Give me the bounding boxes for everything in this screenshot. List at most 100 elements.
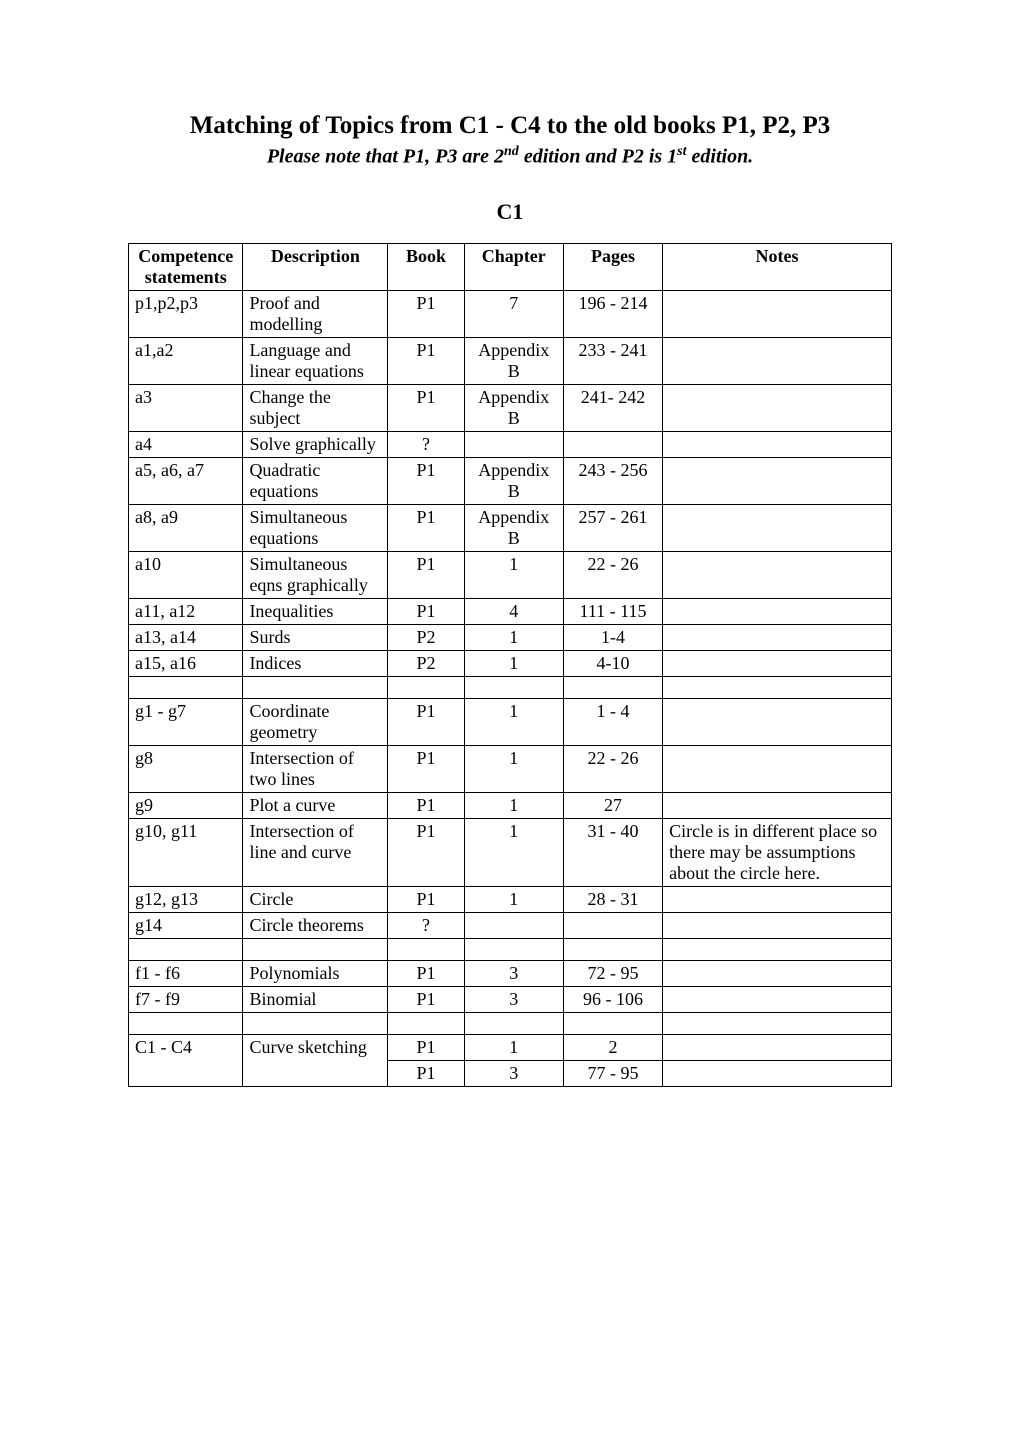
cell-notes: Circle is in different place so there ma…	[663, 818, 892, 886]
cell-notes	[663, 886, 892, 912]
table-row: a1,a2Language and linear equationsP1Appe…	[129, 337, 892, 384]
cell-competence: a4	[129, 431, 243, 457]
table-row: f1 - f6PolynomialsP1372 - 95	[129, 960, 892, 986]
cell-competence: g14	[129, 912, 243, 938]
cell-pages: 22 - 26	[563, 551, 662, 598]
cell-chapter: Appendix B	[464, 457, 563, 504]
cell-book: P1	[388, 818, 464, 886]
cell-competence: g10, g11	[129, 818, 243, 886]
table-row: a15, a16IndicesP214-10	[129, 650, 892, 676]
empty-cell	[129, 1012, 243, 1034]
table-row-empty	[129, 938, 892, 960]
empty-cell	[663, 938, 892, 960]
cell-competence: a15, a16	[129, 650, 243, 676]
cell-pages: 4-10	[563, 650, 662, 676]
cell-pages: 72 - 95	[563, 960, 662, 986]
cell-notes	[663, 912, 892, 938]
empty-cell	[243, 1012, 388, 1034]
cell-description: Language and linear equations	[243, 337, 388, 384]
cell-pages: 257 - 261	[563, 504, 662, 551]
table-row: a11, a12InequalitiesP14111 - 115	[129, 598, 892, 624]
cell-notes	[663, 337, 892, 384]
cell-pages: 243 - 256	[563, 457, 662, 504]
table-row: a5, a6, a7Quadratic equationsP1Appendix …	[129, 457, 892, 504]
cell-competence: f7 - f9	[129, 986, 243, 1012]
cell-chapter: 3	[464, 960, 563, 986]
cell-chapter: 7	[464, 290, 563, 337]
cell-chapter: 3	[464, 1060, 563, 1086]
table-row-empty	[129, 1012, 892, 1034]
section-heading: C1	[128, 199, 892, 225]
cell-chapter: 3	[464, 986, 563, 1012]
empty-cell	[464, 938, 563, 960]
cell-competence: a3	[129, 384, 243, 431]
cell-book: P1	[388, 384, 464, 431]
table-row: p1,p2,p3Proof and modellingP17196 - 214	[129, 290, 892, 337]
cell-pages: 96 - 106	[563, 986, 662, 1012]
cell-description: Surds	[243, 624, 388, 650]
empty-cell	[563, 938, 662, 960]
cell-competence: f1 - f6	[129, 960, 243, 986]
cell-pages: 28 - 31	[563, 886, 662, 912]
table-row: f7 - f9BinomialP1396 - 106	[129, 986, 892, 1012]
cell-description: Polynomials	[243, 960, 388, 986]
cell-competence: g1 - g7	[129, 698, 243, 745]
cell-description: Intersection of two lines	[243, 745, 388, 792]
cell-book: P1	[388, 598, 464, 624]
cell-book: P2	[388, 624, 464, 650]
cell-competence: a10	[129, 551, 243, 598]
cell-pages: 233 - 241	[563, 337, 662, 384]
empty-cell	[388, 1012, 464, 1034]
cell-notes	[663, 745, 892, 792]
cell-book: P1	[388, 457, 464, 504]
empty-cell	[464, 676, 563, 698]
cell-pages	[563, 912, 662, 938]
cell-description: Quadratic equations	[243, 457, 388, 504]
cell-book: P1	[388, 960, 464, 986]
cell-description: Binomial	[243, 986, 388, 1012]
cell-notes	[663, 457, 892, 504]
cell-chapter: 1	[464, 818, 563, 886]
cell-description: Simultaneous equations	[243, 504, 388, 551]
header-chapter: Chapter	[464, 243, 563, 290]
cell-description: Intersection of line and curve	[243, 818, 388, 886]
empty-cell	[464, 1012, 563, 1034]
table-row: a8, a9Simultaneous equationsP1Appendix B…	[129, 504, 892, 551]
cell-book: P1	[388, 337, 464, 384]
table-row: a4Solve graphically?	[129, 431, 892, 457]
cell-description: Curve sketching	[243, 1034, 388, 1086]
table-row: g14Circle theorems?	[129, 912, 892, 938]
table-row: g10, g11Intersection of line and curveP1…	[129, 818, 892, 886]
table-row: g12, g13CircleP1128 - 31	[129, 886, 892, 912]
cell-book: P1	[388, 986, 464, 1012]
cell-chapter: 1	[464, 698, 563, 745]
cell-description: Solve graphically	[243, 431, 388, 457]
cell-description: Indices	[243, 650, 388, 676]
cell-competence: a11, a12	[129, 598, 243, 624]
header-notes: Notes	[663, 243, 892, 290]
cell-chapter: 1	[464, 745, 563, 792]
cell-book: ?	[388, 431, 464, 457]
cell-book: P1	[388, 886, 464, 912]
header-book: Book	[388, 243, 464, 290]
cell-competence: g12, g13	[129, 886, 243, 912]
cell-notes	[663, 431, 892, 457]
cell-book: P1	[388, 551, 464, 598]
cell-competence: a8, a9	[129, 504, 243, 551]
cell-pages: 196 - 214	[563, 290, 662, 337]
empty-cell	[243, 676, 388, 698]
table-row: g8Intersection of two linesP1122 - 26	[129, 745, 892, 792]
cell-chapter: 1	[464, 1034, 563, 1060]
cell-chapter	[464, 912, 563, 938]
topics-table: Competencestatements Description Book Ch…	[128, 243, 892, 1087]
cell-notes	[663, 598, 892, 624]
cell-book: P1	[388, 1060, 464, 1086]
cell-chapter	[464, 431, 563, 457]
cell-notes	[663, 624, 892, 650]
table-row: a10Simultaneous eqns graphicallyP1122 - …	[129, 551, 892, 598]
header-pages: Pages	[563, 243, 662, 290]
empty-cell	[388, 676, 464, 698]
cell-book: P1	[388, 792, 464, 818]
table-row: C1 - C4Curve sketchingP112	[129, 1034, 892, 1060]
cell-competence: a5, a6, a7	[129, 457, 243, 504]
